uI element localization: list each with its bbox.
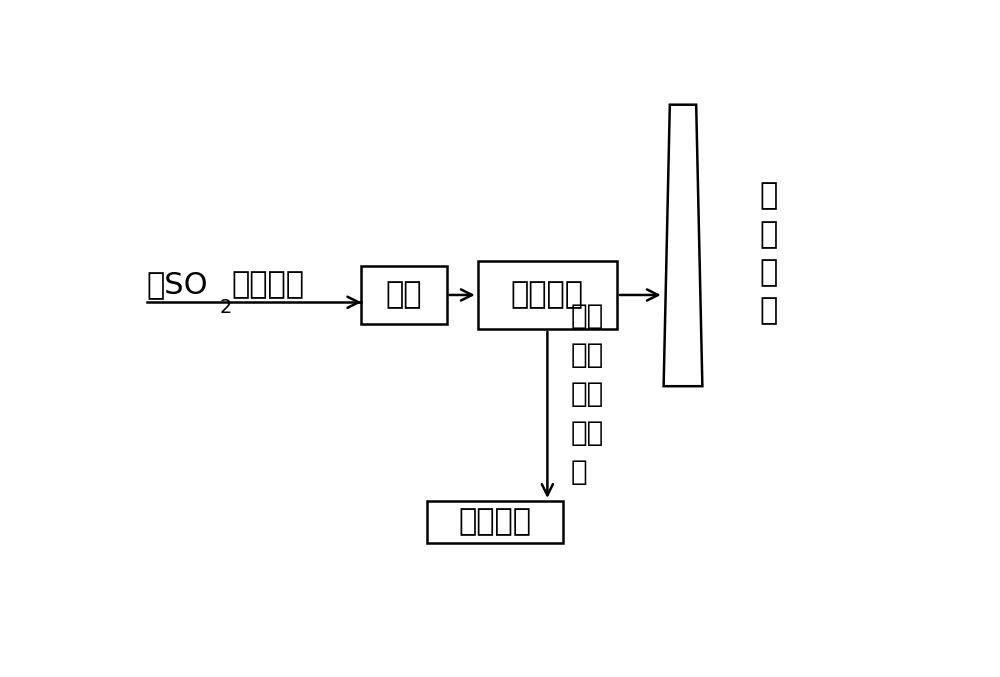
Bar: [478, 261, 617, 329]
Text: 含SO: 含SO: [147, 270, 208, 299]
Text: 工业废气: 工业废气: [232, 270, 305, 299]
Text: 硫酸储槽: 硫酸储槽: [459, 507, 532, 536]
Text: 烟
囱
排
放: 烟 囱 排 放: [759, 181, 777, 325]
Polygon shape: [664, 105, 702, 386]
Text: 调质: 调质: [386, 280, 422, 309]
Bar: [427, 501, 563, 542]
Bar: [361, 266, 447, 324]
Text: 脱硫制酸: 脱硫制酸: [511, 280, 584, 309]
Text: 2: 2: [220, 298, 232, 318]
Text: 副产
物硫
酸自
动流
出: 副产 物硫 酸自 动流 出: [571, 302, 604, 486]
